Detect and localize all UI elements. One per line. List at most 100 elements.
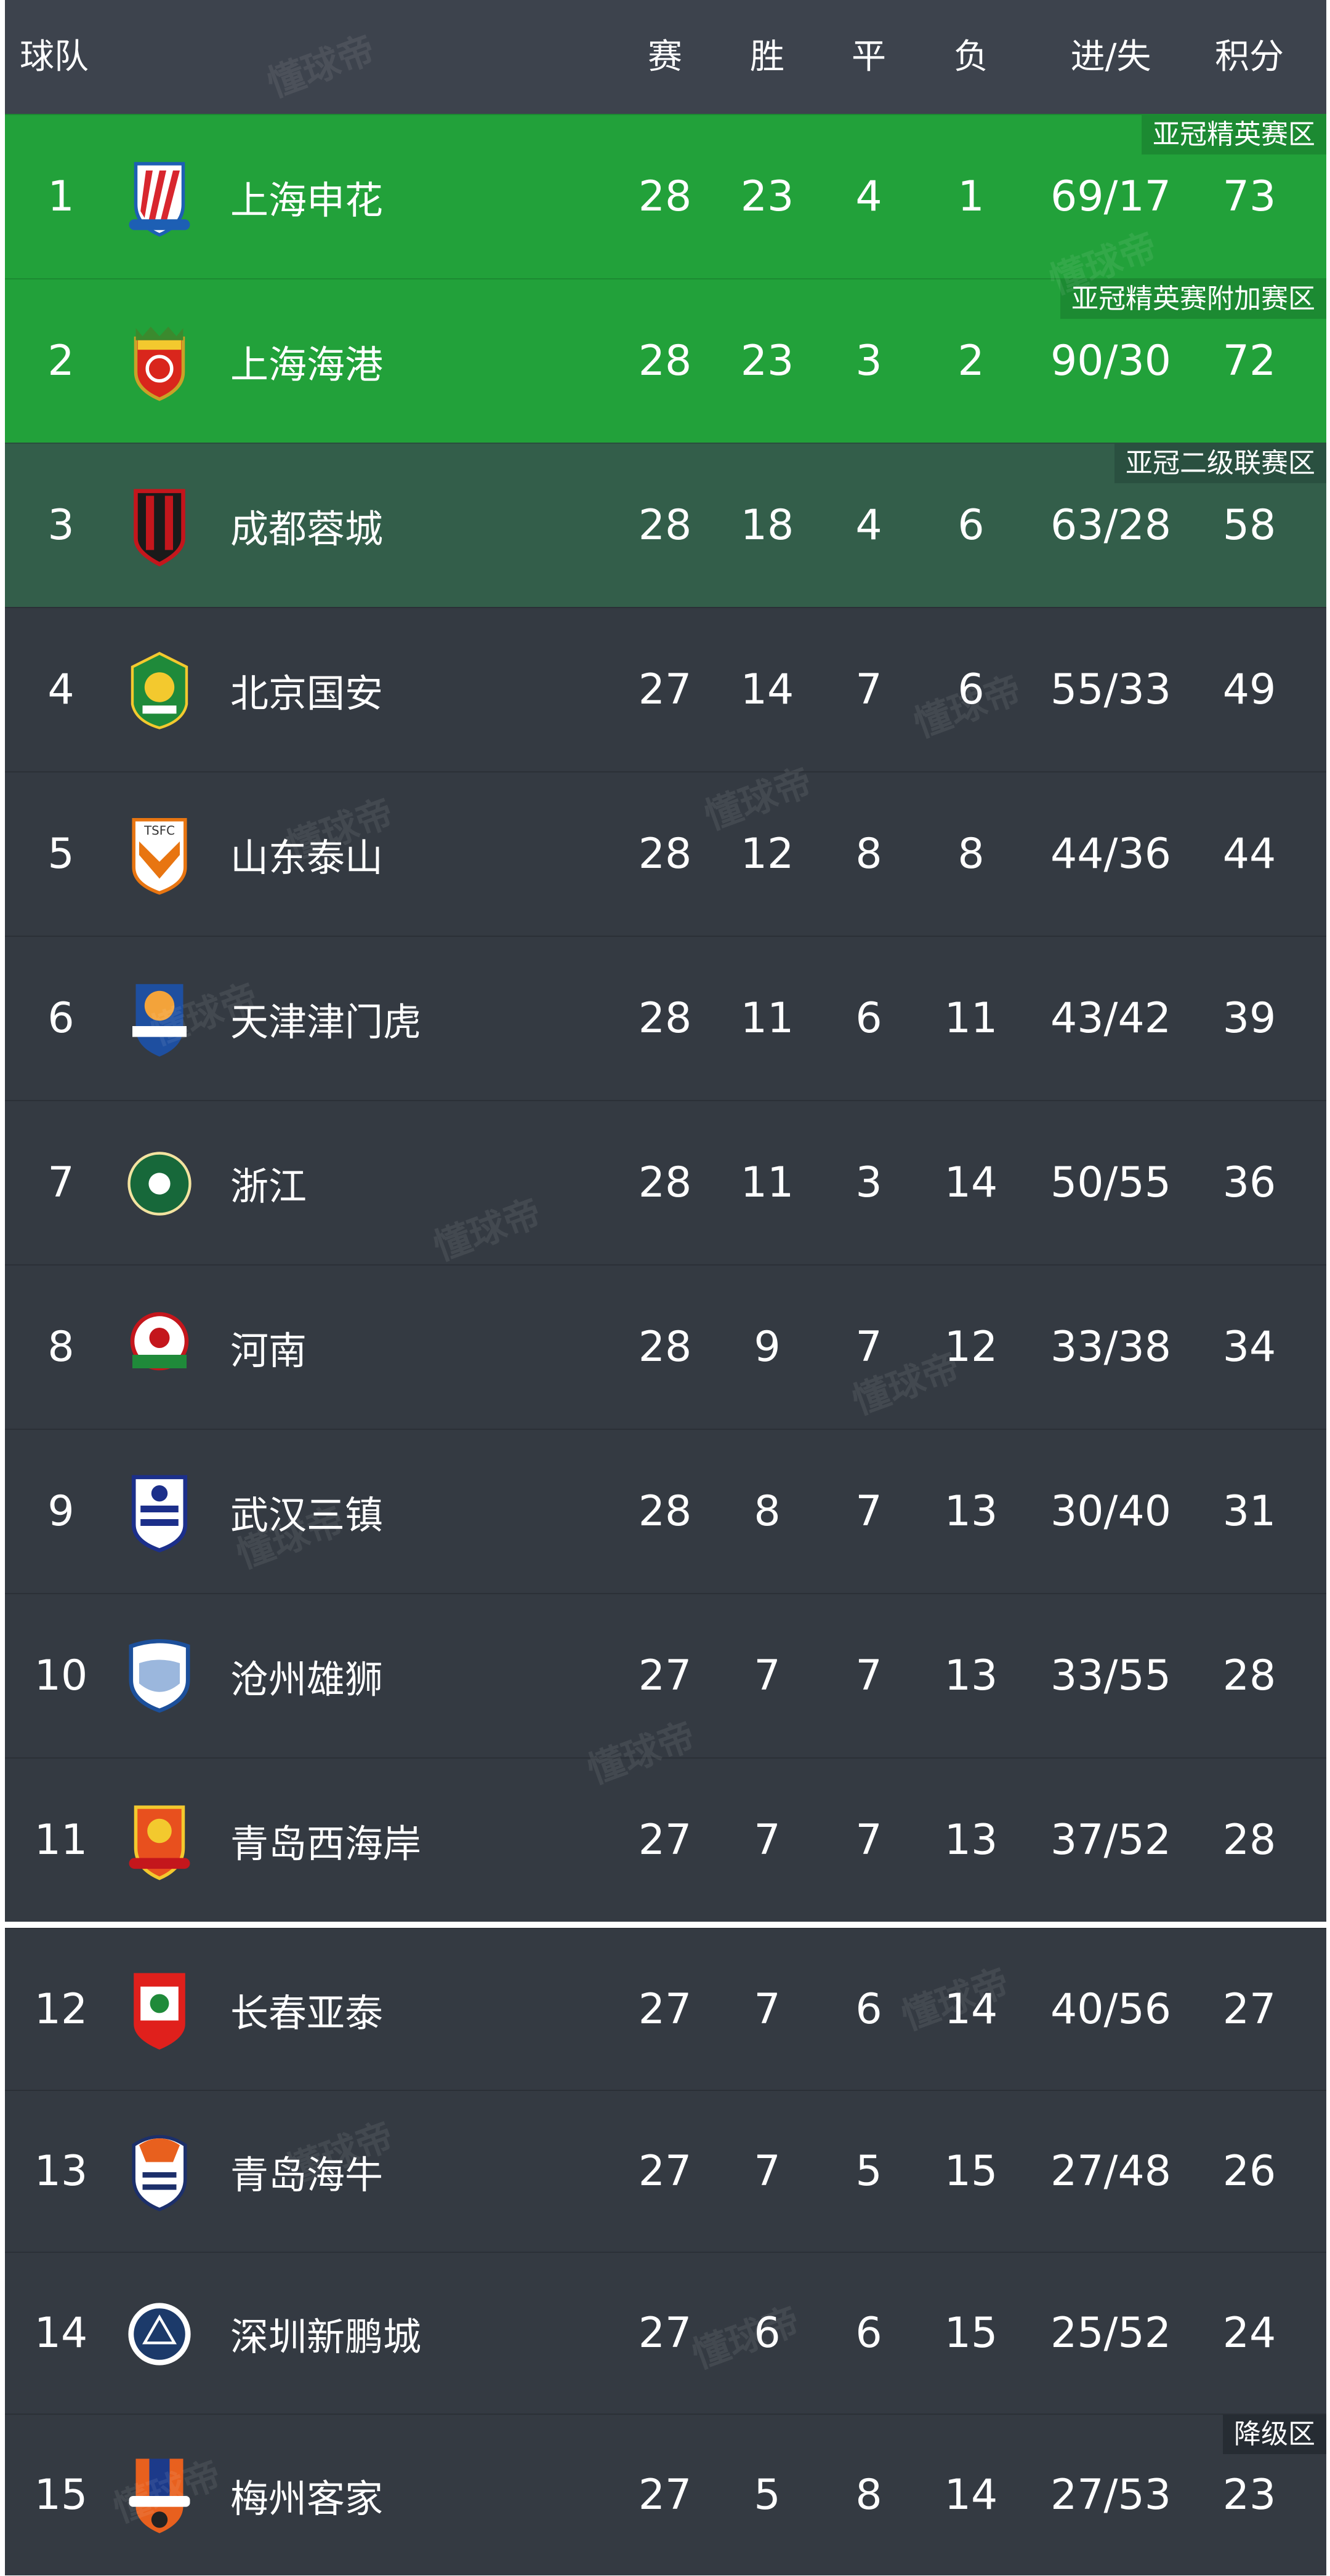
drawn-value: 8 — [855, 830, 882, 878]
team-name[interactable]: 青岛海牛 — [230, 2152, 384, 2197]
standings-table: 球队 赛 胜 平 负 进/失 积分 1 上海申花 28 23 4 1 69/17 73 亚冠精… — [5, 0, 1326, 2575]
goals-value: 63/28 — [1050, 501, 1171, 550]
table-row[interactable]: 10 沧州雄狮 27 7 7 13 33/55 28 — [5, 1593, 1326, 1757]
goals-value: 50/55 — [1050, 1158, 1171, 1207]
played-value: 27 — [638, 2147, 692, 2196]
table-row[interactable]: 14 深圳新鹏城 27 6 6 15 25/52 24 — [5, 2252, 1326, 2413]
table-row[interactable]: 11 青岛西海岸 27 7 7 13 37/52 28 — [5, 1757, 1326, 1922]
meizhou-crest-icon — [126, 2455, 193, 2535]
table-row[interactable]: 3 成都蓉城 28 18 4 6 63/28 58 亚冠二级联赛区 — [5, 443, 1326, 607]
played-value: 27 — [638, 665, 692, 714]
won-value: 7 — [754, 2147, 781, 2196]
points-value: 72 — [1222, 337, 1276, 385]
won-value: 7 — [754, 1651, 781, 1700]
won-value: 23 — [740, 172, 794, 221]
team-name[interactable]: 天津津门虎 — [230, 999, 422, 1045]
lost-value: 6 — [957, 665, 985, 714]
points-value: 39 — [1222, 994, 1276, 1043]
table-row[interactable]: 15 梅州客家 27 5 8 14 27/53 23 降级区 — [5, 2413, 1326, 2575]
drawn-value: 3 — [855, 1158, 882, 1207]
played-value: 27 — [638, 2471, 692, 2519]
goals-value: 43/42 — [1050, 994, 1171, 1043]
points-value: 31 — [1222, 1487, 1276, 1536]
won-value: 14 — [740, 665, 794, 714]
team-name[interactable]: 成都蓉城 — [230, 506, 384, 552]
team-name[interactable]: 上海申花 — [230, 177, 384, 223]
drawn-value: 6 — [855, 994, 882, 1043]
team-name[interactable]: 山东泰山 — [230, 835, 384, 880]
header-won[interactable]: 胜 — [750, 37, 784, 77]
henan-crest-icon — [126, 1307, 193, 1387]
lost-value: 12 — [944, 1323, 998, 1371]
header-lost[interactable]: 负 — [954, 37, 988, 77]
lost-value: 14 — [944, 1985, 998, 2034]
played-value: 27 — [638, 1651, 692, 1700]
lost-value: 13 — [944, 1487, 998, 1536]
won-value: 8 — [754, 1487, 781, 1536]
drawn-value: 7 — [855, 1487, 882, 1536]
lost-value: 15 — [944, 2309, 998, 2357]
won-value: 7 — [754, 1816, 781, 1864]
shenzhen-crest-icon — [126, 2293, 193, 2373]
goals-value: 37/52 — [1050, 1816, 1171, 1864]
table-row[interactable]: 5 TSFC 山东泰山 28 12 8 8 44/36 44 — [5, 771, 1326, 936]
table-header: 球队 赛 胜 平 负 进/失 积分 — [5, 0, 1326, 114]
points-value: 26 — [1222, 2147, 1276, 2196]
yatai-crest-icon — [126, 1970, 193, 2050]
table-row[interactable]: 8 河南 28 9 7 12 33/38 34 — [5, 1264, 1326, 1429]
table-row[interactable]: 1 上海申花 28 23 4 1 69/17 73 亚冠精英赛区 — [5, 114, 1326, 278]
relegation-divider — [5, 1922, 1326, 1928]
table-row[interactable]: 6 天津津门虎 28 11 6 11 43/42 39 — [5, 936, 1326, 1100]
rank: 5 — [47, 830, 75, 878]
team-name[interactable]: 北京国安 — [230, 670, 384, 716]
goals-value: 33/55 — [1050, 1651, 1171, 1700]
header-team[interactable]: 球队 — [20, 37, 89, 77]
goals-value: 25/52 — [1050, 2309, 1171, 2357]
team-name[interactable]: 深圳新鹏城 — [230, 2314, 422, 2359]
rank: 3 — [47, 501, 75, 550]
lost-value: 11 — [944, 994, 998, 1043]
goals-value: 33/38 — [1050, 1323, 1171, 1371]
won-value: 23 — [740, 337, 794, 385]
lost-value: 8 — [957, 830, 985, 878]
table-row[interactable]: 13 青岛海牛 27 7 5 15 27/48 26 — [5, 2090, 1326, 2252]
header-goals[interactable]: 进/失 — [1070, 37, 1151, 77]
won-value: 11 — [740, 994, 794, 1043]
points-value: 58 — [1222, 501, 1276, 550]
team-name[interactable]: 梅州客家 — [230, 2476, 384, 2521]
table-row[interactable]: 12 长春亚泰 27 7 6 14 40/56 27 — [5, 1928, 1326, 2090]
cangzhou-crest-icon — [126, 1636, 193, 1716]
zone-badge: 亚冠精英赛区 — [1142, 115, 1326, 154]
drawn-value: 4 — [855, 501, 882, 550]
won-value: 5 — [754, 2471, 781, 2519]
header-played[interactable]: 赛 — [648, 37, 682, 77]
team-name[interactable]: 长春亚泰 — [230, 1990, 384, 2036]
team-name[interactable]: 河南 — [230, 1328, 307, 1373]
played-value: 28 — [638, 1323, 692, 1371]
zone-badge: 降级区 — [1223, 2415, 1326, 2454]
lost-value: 13 — [944, 1651, 998, 1700]
table-row[interactable]: 4 北京国安 27 14 7 6 55/33 49 — [5, 607, 1326, 771]
rank: 13 — [34, 2147, 88, 2196]
team-name[interactable]: 武汉三镇 — [230, 1492, 384, 1538]
team-name[interactable]: 上海海港 — [230, 342, 384, 387]
rank: 1 — [47, 172, 75, 221]
header-drawn[interactable]: 平 — [852, 37, 886, 77]
points-value: 36 — [1222, 1158, 1276, 1207]
won-value: 12 — [740, 830, 794, 878]
goals-value: 69/17 — [1050, 172, 1171, 221]
team-name[interactable]: 青岛西海岸 — [230, 1821, 422, 1866]
points-value: 28 — [1222, 1816, 1276, 1864]
rank: 11 — [34, 1816, 88, 1864]
won-value: 9 — [754, 1323, 781, 1371]
header-points[interactable]: 积分 — [1215, 37, 1284, 77]
table-body: 1 上海申花 28 23 4 1 69/17 73 亚冠精英赛区 2 上海海港 28 23 3 2 90/… — [5, 114, 1326, 2575]
table-row[interactable]: 7 浙江 28 11 3 14 50/55 36 — [5, 1100, 1326, 1264]
table-row[interactable]: 2 上海海港 28 23 3 2 90/30 72 亚冠精英赛附加赛区 — [5, 278, 1326, 443]
rank: 6 — [47, 994, 75, 1043]
team-name[interactable]: 浙江 — [230, 1163, 307, 1209]
guoan-crest-icon — [126, 650, 193, 730]
drawn-value: 7 — [855, 1323, 882, 1371]
team-name[interactable]: 沧州雄狮 — [230, 1656, 384, 1702]
table-row[interactable]: 9 武汉三镇 28 8 7 13 30/40 31 — [5, 1429, 1326, 1593]
